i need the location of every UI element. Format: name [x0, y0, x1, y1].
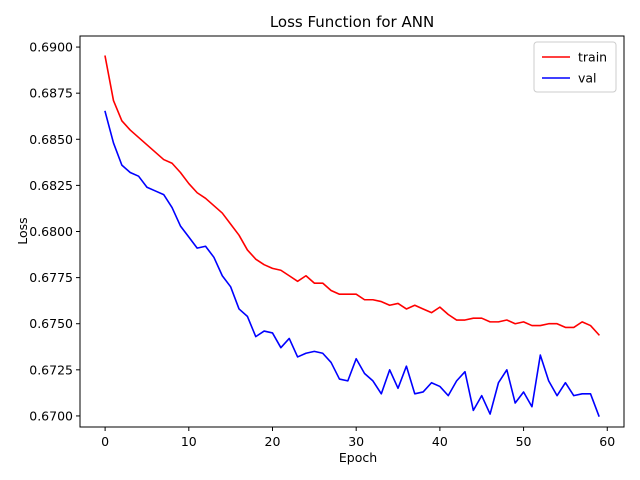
y-axis-title: Loss	[15, 217, 30, 244]
x-tick-label: 10	[181, 434, 197, 449]
legend-box	[533, 41, 617, 93]
x-tick-label: 20	[265, 434, 281, 449]
y-tick-label: 0.6800	[29, 224, 73, 239]
x-axis-title: Epoch	[339, 450, 377, 465]
chart-title: Loss Function for ANN	[270, 13, 434, 31]
x-tick-label: 30	[348, 434, 364, 449]
legend: train val	[533, 41, 617, 93]
y-tick-label: 0.6875	[29, 86, 73, 101]
x-tick-label: 0	[101, 434, 109, 449]
axes: 0 10 20 30 40 50 60 0.6700 0.6725 0.6750 0.6775 0.6…	[29, 35, 625, 449]
y-tick-label: 0.6825	[29, 178, 73, 193]
x-tick-label: 60	[599, 434, 615, 449]
y-tick-label: 0.6725	[29, 362, 73, 377]
series-line-train	[104, 55, 601, 336]
y-tick-label: 0.6775	[29, 270, 73, 285]
y-tick-label: 0.6750	[29, 316, 73, 331]
legend-label-train: train	[578, 50, 607, 65]
y-tick-label: 0.6850	[29, 132, 73, 147]
plot-area	[104, 55, 601, 417]
x-tick-label: 50	[516, 434, 532, 449]
y-tick-label: 0.6700	[29, 408, 73, 423]
y-tick-label: 0.6900	[29, 40, 73, 55]
series-line-val	[104, 110, 600, 417]
legend-label-val: val	[578, 71, 597, 86]
x-tick-label: 40	[432, 434, 448, 449]
